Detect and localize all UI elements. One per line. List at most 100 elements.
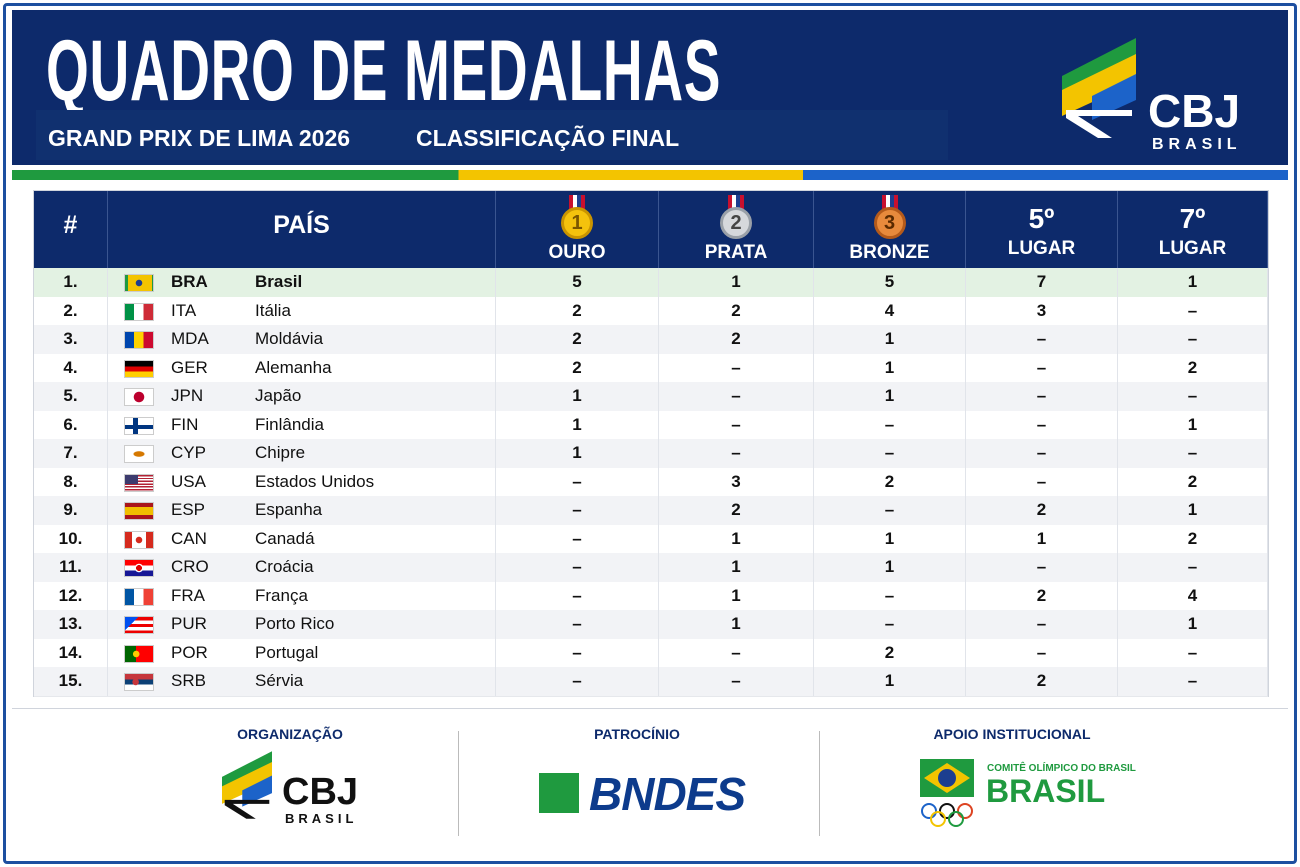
flag: [124, 331, 154, 350]
country-cell: CRO Croácia: [108, 553, 496, 582]
country-code: MDA: [171, 329, 209, 349]
country-code: JPN: [171, 386, 204, 406]
medal-count: 2: [659, 296, 814, 326]
country-name: Finlândia: [255, 414, 324, 434]
ribbon: [569, 195, 585, 209]
column-label: OURO: [548, 242, 606, 263]
table-row: 8. USA Estados Unidos –3 2–2: [34, 467, 1268, 498]
medal-count: 5: [814, 268, 966, 297]
table-row: 9. ESP Espanha –2–2 1: [34, 496, 1268, 526]
country-code: PUR: [171, 614, 207, 634]
medal-count: –: [496, 467, 659, 497]
country-name: Estados Unidos: [255, 471, 375, 491]
logo-caption: COMITÊ OLÍMPICO DO BRASIL: [987, 763, 1136, 774]
medal-count: –: [1118, 325, 1268, 354]
table-row: 7. CYP Chipre 1– – – –: [34, 439, 1268, 469]
logo: CBJ BRASIL: [1052, 28, 1252, 158]
column-header: 3 BRONZE: [814, 191, 966, 268]
footer: ORGANIZAÇÃO CBJ BRASIL PATROCÍNIO BNDES …: [12, 708, 1288, 854]
medal-count: –: [659, 638, 814, 668]
medal-count: 2: [966, 667, 1118, 696]
medal-count: 2: [1118, 353, 1268, 383]
rank: 12.: [34, 581, 108, 611]
medal-count: –: [814, 610, 966, 639]
country-code: ITA: [171, 300, 197, 320]
medal-count: –: [966, 553, 1118, 582]
section-label: ORGANIZAÇÃO: [237, 726, 343, 742]
country-code: ESP: [171, 500, 206, 520]
country-cell: PUR Porto Rico: [108, 610, 496, 639]
country-name: Itália: [255, 300, 291, 320]
medal-count: 1: [659, 524, 814, 554]
country-cell: MDA Moldávia: [108, 325, 496, 354]
country-cell: POR Portugal: [108, 638, 496, 668]
flag: [124, 616, 154, 635]
medal-count: 3: [659, 467, 814, 497]
medal-count: –: [496, 553, 659, 582]
country-code: CAN: [171, 528, 207, 548]
medal-count: –: [814, 496, 966, 525]
organization: ORGANIZAÇÃO CBJ BRASIL: [110, 709, 470, 854]
rank: 3.: [34, 325, 108, 354]
country-name: Croácia: [255, 557, 314, 577]
medal-count: –: [1118, 638, 1268, 668]
ribbon: [881, 195, 898, 209]
medal-count: –: [659, 353, 814, 383]
column-label: BRONZE: [849, 242, 930, 263]
table-row: 13. PUR Porto Rico –1– –1: [34, 610, 1268, 640]
medal-count: 1: [814, 524, 966, 554]
column-header: #: [34, 191, 108, 268]
medal-count: –: [966, 439, 1118, 468]
column-header: 1 OURO: [496, 191, 659, 268]
rank: 4.: [34, 353, 108, 383]
rank: 6.: [34, 410, 108, 440]
rank: 15.: [34, 667, 108, 696]
divider: [819, 731, 820, 836]
medal-count: 1: [496, 410, 659, 440]
country-cell: CAN Canadá: [108, 524, 496, 554]
medal-count: –: [1118, 439, 1268, 468]
medal-count: –: [496, 638, 659, 668]
column-label: PAÍS: [273, 211, 330, 239]
medal-count: 1: [496, 439, 659, 468]
country-cell: ESP Espanha: [108, 496, 496, 525]
flag: [124, 530, 154, 549]
country-code: FIN: [171, 414, 199, 434]
country-cell: BRA Brasil: [108, 268, 496, 297]
column-header: 2 PRATA: [659, 191, 814, 268]
medal-icon: 3: [871, 195, 909, 243]
country-code: SRB: [171, 671, 206, 691]
medal-count: 2: [659, 496, 814, 525]
medal-count: –: [659, 410, 814, 440]
flag: [124, 274, 154, 292]
bndes-mark: [539, 773, 579, 813]
logo-text: BNDES: [589, 768, 746, 820]
column-label: LUGAR: [1158, 238, 1227, 259]
country-name: Moldávia: [255, 329, 324, 349]
table-row: 1. BRA Brasil 5 1 5 7 1: [34, 268, 1268, 298]
medal-count: 1: [966, 524, 1118, 554]
frame: [3, 3, 1297, 864]
flag: [124, 302, 154, 321]
flag: [124, 587, 154, 606]
country-name: Espanha: [255, 500, 323, 520]
country-cell: SRB Sérvia: [108, 667, 496, 696]
medal-icon: 2: [717, 195, 755, 243]
flag: [124, 644, 154, 663]
medal-count: –: [496, 496, 659, 525]
flag: [124, 388, 154, 407]
medal-count: 1: [659, 581, 814, 611]
medal-count: 1: [814, 667, 966, 696]
medal-count: 2: [496, 296, 659, 326]
column-top: 5º: [1028, 203, 1055, 234]
medal-count: 1: [1118, 268, 1268, 297]
country-cell: ITA Itália: [108, 296, 496, 326]
medal-count: –: [966, 353, 1118, 383]
table-row: 2. ITA Itália 2 2 4 3–: [34, 296, 1268, 327]
rank: 1.: [34, 268, 108, 297]
table-row: 5. JPN Japão 1–1– –: [34, 382, 1268, 412]
header: QUADRO DE MEDALHAS GRAND PRIX DE LIMA 20…: [12, 10, 1288, 165]
medal-count: 2: [966, 496, 1118, 525]
medal-count: 4: [1118, 581, 1268, 611]
